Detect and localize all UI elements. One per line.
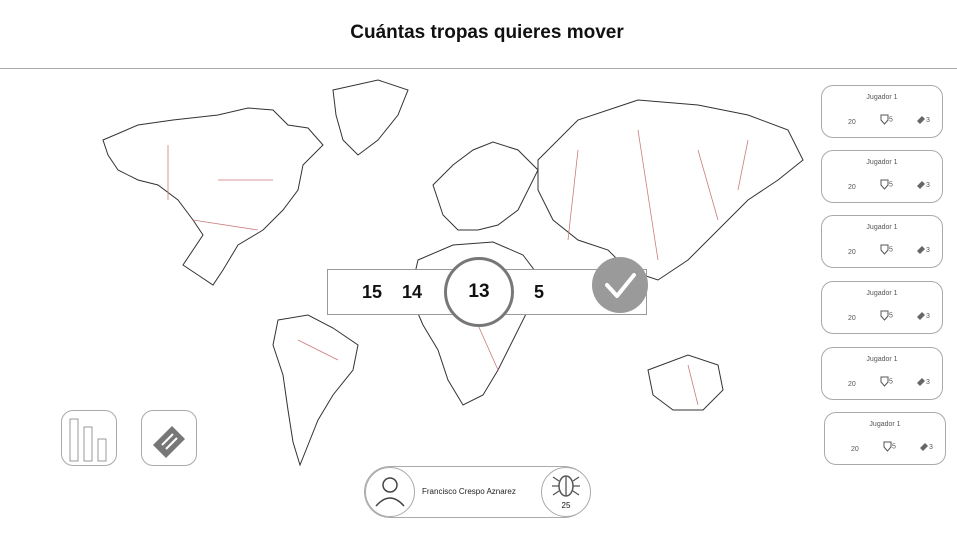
shield-card-icon: [880, 114, 889, 125]
continent-greenland: [332, 79, 409, 156]
user-icon: [375, 477, 405, 507]
continent-oceania: [647, 354, 724, 411]
player-cards: 5: [889, 378, 893, 386]
ticket-icon: [153, 426, 185, 458]
player-card[interactable]: Jugador 1 20 5 3: [821, 215, 943, 268]
stats-button[interactable]: [61, 410, 117, 466]
player-territories: 3: [929, 443, 933, 451]
player-card[interactable]: Jugador 1 20 5 3: [821, 347, 943, 400]
bar-chart-icon: [69, 418, 107, 462]
ticket-icon: [917, 312, 925, 320]
player-name: Jugador 1: [866, 159, 898, 166]
player-cards: 5: [889, 181, 893, 189]
bug-icon: [552, 475, 580, 497]
player-cards: 5: [889, 116, 893, 124]
user-name: Francisco Crespo Aznarez: [422, 487, 516, 496]
continent-europe: [432, 141, 539, 231]
check-icon: [605, 273, 636, 298]
player-troops: 20: [848, 315, 856, 322]
shield-card-icon: [880, 310, 889, 321]
troop-option[interactable]: 14: [402, 282, 423, 302]
player-cards: 5: [892, 443, 896, 451]
player-troops: 20: [848, 184, 856, 191]
troop-option[interactable]: 5: [534, 282, 545, 302]
player-name: Jugador 1: [869, 421, 901, 428]
continent-south-america: [272, 314, 359, 467]
confirm-button[interactable]: [592, 257, 648, 313]
player-card[interactable]: Jugador 1 20 5 3: [824, 412, 946, 465]
player-name: Jugador 1: [866, 356, 898, 363]
avatar[interactable]: [365, 467, 415, 517]
ticket-icon: [917, 378, 925, 386]
bug-count: 25: [561, 501, 571, 510]
player-troops: 20: [848, 119, 856, 126]
player-territories: 3: [926, 312, 930, 320]
page-title: Cuántas tropas quieres mover: [350, 22, 624, 43]
troop-option-selected[interactable]: 13: [444, 257, 514, 327]
player-troops: 20: [848, 249, 856, 256]
player-card[interactable]: Jugador 1 20 5 3: [821, 150, 943, 203]
troop-option[interactable]: 15: [362, 282, 383, 302]
continent-north-america: [102, 107, 324, 286]
ticket-icon: [917, 116, 925, 124]
player-troops: 20: [848, 381, 856, 388]
player-territories: 3: [926, 116, 930, 124]
ticket-icon: [917, 181, 925, 189]
shield-card-icon: [880, 179, 889, 190]
continent-asia: [537, 99, 804, 281]
cards-button[interactable]: [141, 410, 197, 466]
header-divider: [0, 68, 957, 69]
player-territories: 3: [926, 246, 930, 254]
player-name: Jugador 1: [866, 94, 898, 101]
shield-card-icon: [880, 376, 889, 387]
player-name: Jugador 1: [866, 224, 898, 231]
user-bar[interactable]: Francisco Crespo Aznarez 25: [364, 466, 591, 518]
ticket-icon: [917, 246, 925, 254]
player-troops: 20: [851, 446, 859, 453]
player-cards: 5: [889, 312, 893, 320]
player-cards: 5: [889, 246, 893, 254]
bug-counter: 25: [541, 467, 591, 517]
player-name: Jugador 1: [866, 290, 898, 297]
player-card[interactable]: Jugador 1 20 5 3: [821, 281, 943, 334]
shield-card-icon: [883, 441, 892, 452]
player-territories: 3: [926, 378, 930, 386]
player-card[interactable]: Jugador 1 20 5 3: [821, 85, 943, 138]
player-territories: 3: [926, 181, 930, 189]
shield-card-icon: [880, 244, 889, 255]
ticket-icon: [920, 443, 928, 451]
